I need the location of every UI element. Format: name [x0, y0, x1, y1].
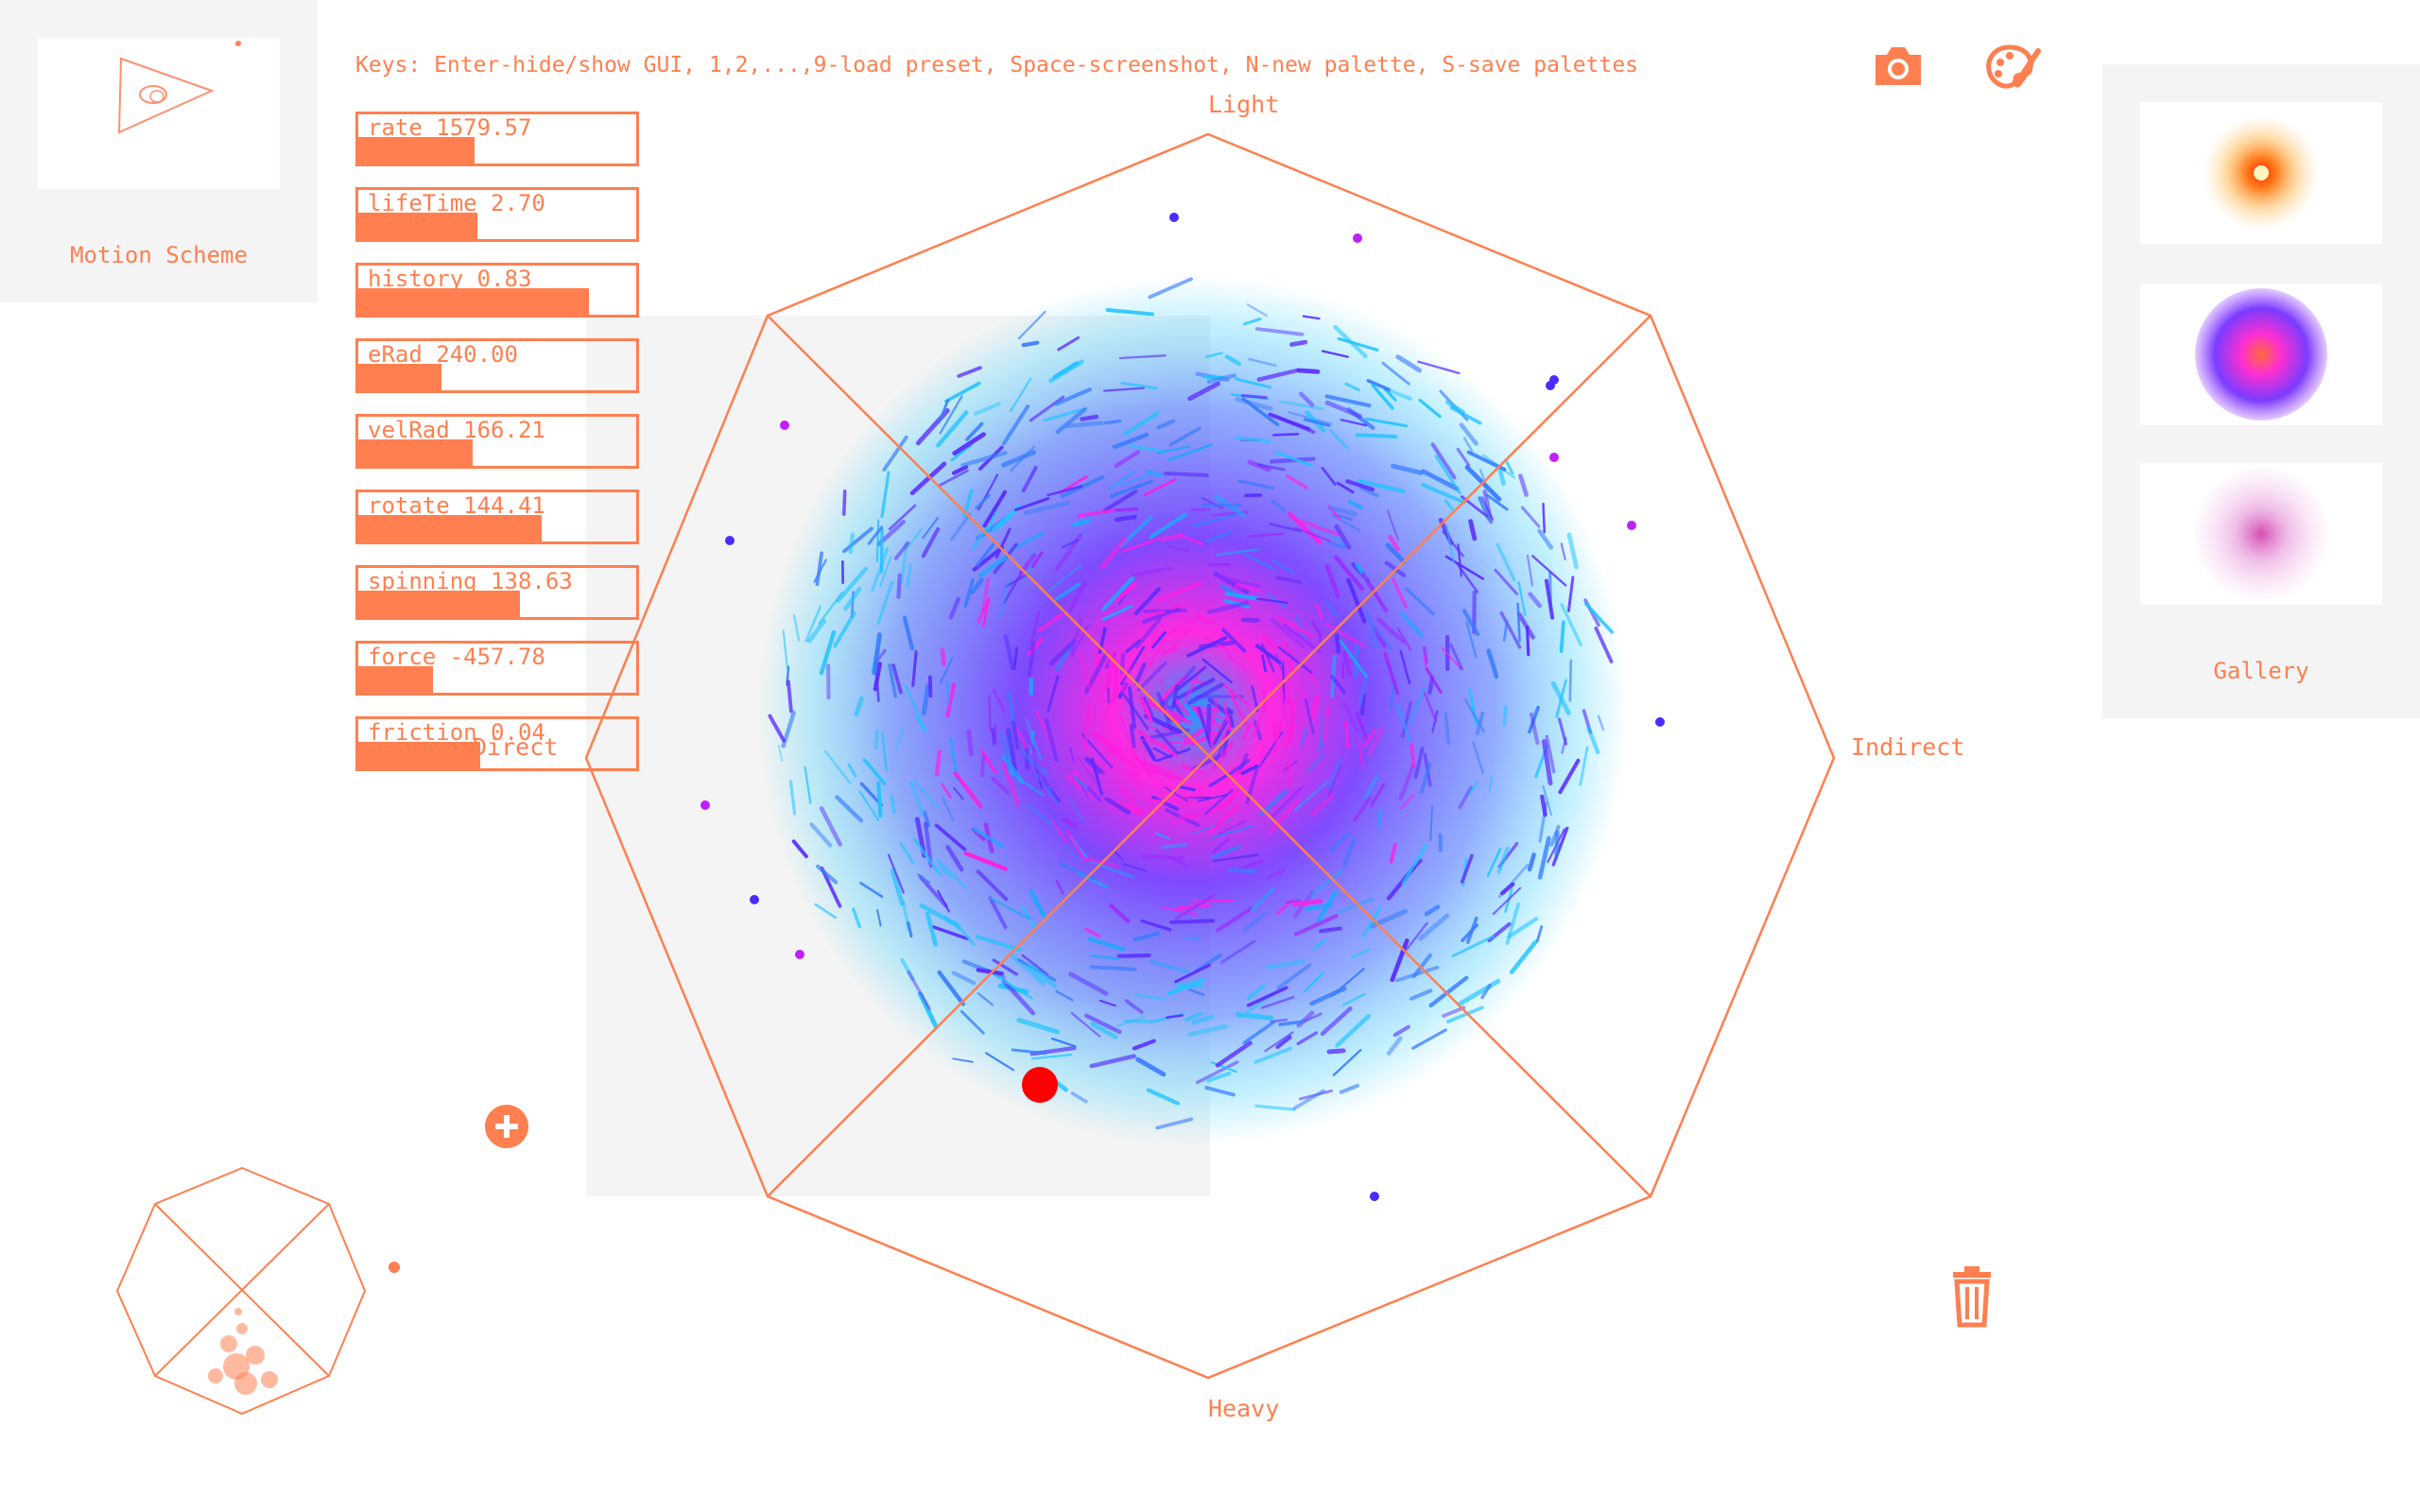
gallery-thumb-burst-icon: [2203, 114, 2320, 232]
motion-scheme-panel: Motion Scheme: [0, 0, 318, 302]
slider-label: rate 1579.57: [368, 114, 532, 141]
slider-fill: [358, 591, 520, 617]
axis-label-right: Indirect: [1851, 733, 1965, 761]
octagon-diagonal-2: [767, 315, 1651, 1197]
slider-fill: [358, 742, 481, 768]
slider-label: velRad 166.21: [368, 417, 545, 443]
octagon-outline: [584, 132, 1836, 1380]
slider-eRad[interactable]: eRad 240.00: [355, 338, 639, 393]
motion-scheme-thumbnail[interactable]: [38, 38, 280, 189]
slider-fill: [358, 137, 475, 163]
slider-lifeTime[interactable]: lifeTime 2.70: [355, 187, 639, 242]
camera-icon[interactable]: [1872, 42, 1925, 91]
gallery-thumb-2[interactable]: [2140, 284, 2382, 425]
slider-label: rotate 144.41: [368, 492, 545, 519]
slider-velRad[interactable]: velRad 166.21: [355, 414, 639, 469]
slider-label: spinning 138.63: [368, 568, 573, 594]
mini-octagon-preview[interactable]: [104, 1157, 400, 1440]
plus-icon[interactable]: [484, 1104, 529, 1149]
motion-scheme-label: Motion Scheme: [70, 242, 248, 268]
axis-label-bottom: Heavy: [1208, 1395, 1280, 1422]
trash-icon[interactable]: [1951, 1264, 1993, 1329]
slider-rate[interactable]: rate 1579.57: [355, 112, 639, 166]
slider-history[interactable]: history 0.83: [355, 263, 639, 318]
slider-friction[interactable]: friction 0.04: [355, 716, 639, 771]
gallery-panel: Gallery: [2102, 64, 2420, 718]
axis-label-top: Light: [1208, 91, 1280, 118]
slider-fill: [358, 213, 478, 239]
palette-icon[interactable]: [1985, 42, 2042, 94]
gallery-label: Gallery: [2213, 658, 2309, 684]
slider-fill: [358, 515, 543, 541]
axis-label-left: Direct: [473, 733, 559, 761]
gallery-thumb-orb-icon: [2195, 288, 2327, 421]
cursor-position-dot[interactable]: [1022, 1067, 1058, 1103]
slider-label: friction 0.04: [368, 719, 545, 746]
slider-label: history 0.83: [368, 266, 532, 292]
gallery-thumb-1[interactable]: [2140, 102, 2382, 244]
slider-fill: [358, 439, 473, 466]
gallery-thumb-3[interactable]: [2140, 463, 2382, 605]
gallery-thumb-speckle-icon: [2195, 468, 2327, 600]
slider-force[interactable]: force -457.78: [355, 641, 639, 696]
keys-hint: Keys: Enter-hide/show GUI, 1,2,...,9-loa…: [355, 53, 1639, 77]
slider-fill: [358, 364, 442, 390]
slider-spinning[interactable]: spinning 138.63: [355, 565, 639, 620]
slider-label: force -457.78: [368, 644, 545, 670]
slider-rotate[interactable]: rotate 144.41: [355, 490, 639, 544]
slider-label: lifeTime 2.70: [368, 190, 545, 216]
slider-fill: [358, 666, 434, 693]
slider-fill: [358, 288, 590, 315]
motion-scheme-diagram: [117, 41, 241, 134]
slider-label: eRad 240.00: [368, 341, 518, 368]
particle-field: [700, 213, 1665, 1201]
